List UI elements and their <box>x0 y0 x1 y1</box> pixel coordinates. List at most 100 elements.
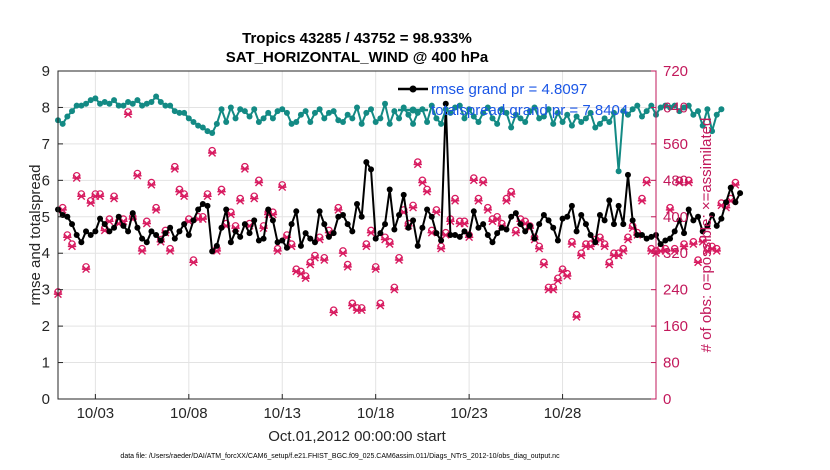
totalspread-point <box>433 115 440 122</box>
rmse-point <box>550 224 557 231</box>
rmse-point <box>526 222 533 229</box>
totalspread-point <box>713 111 720 118</box>
totalspread-point <box>466 106 473 113</box>
assimilated-obs-point <box>478 178 488 187</box>
totalspread-point <box>667 104 674 111</box>
totalspread-point <box>227 104 234 111</box>
totalspread-point <box>330 108 337 115</box>
rmse-point <box>195 206 202 213</box>
totalspread-point <box>438 120 445 127</box>
rmse-point <box>442 100 449 107</box>
assimilated-obs-point <box>142 219 151 228</box>
y-axis-left: 0 1 2 3 4 5 6 7 8 9 <box>42 63 63 408</box>
y-axis-left-label: rmse and totalspread <box>27 165 44 306</box>
totalspread-point <box>92 95 99 102</box>
totalspread-point <box>325 109 332 116</box>
assimilated-obs-point <box>334 206 343 214</box>
totalspread-point <box>405 111 412 118</box>
assimilated-obs-point <box>642 178 651 187</box>
assimilated-obs-point <box>450 196 460 205</box>
totalspread-point <box>503 109 510 116</box>
assimilated-obs-point <box>133 171 142 180</box>
assimilated-obs-point <box>236 196 245 205</box>
y-tick-label-left: 2 <box>42 318 50 335</box>
rmse-point <box>508 213 515 220</box>
assimilated-obs-point <box>432 208 441 217</box>
y-tick-label-right: 560 <box>663 136 688 153</box>
rmse-point <box>269 217 276 224</box>
rmse-point <box>162 230 169 237</box>
y-tick-label-right: 0 <box>663 391 671 408</box>
totalspread-point <box>279 106 286 113</box>
totalspread-point <box>64 113 71 120</box>
totalspread-point <box>209 129 216 136</box>
rmse-point <box>125 228 132 235</box>
rmse-point <box>321 221 328 228</box>
assimilated-obs-point <box>549 285 558 294</box>
rmse-point <box>634 232 641 238</box>
totalspread-point <box>424 119 431 126</box>
assimilated-obs-point <box>147 180 156 189</box>
rmse-point <box>624 171 631 178</box>
assimilated-obs-point <box>170 165 179 173</box>
rmse-point <box>213 242 220 249</box>
rmse-point <box>610 221 617 228</box>
rmse-point <box>274 239 281 246</box>
rmse-point <box>410 217 417 224</box>
rmse-point <box>601 217 608 224</box>
totalspread-point <box>624 111 631 118</box>
assimilated-obs-point <box>670 247 679 255</box>
y-tick-label-right: 160 <box>663 318 688 335</box>
rmse-point <box>83 228 90 235</box>
rmse-point <box>78 239 85 246</box>
rmse-point <box>307 235 314 242</box>
chart-title: Tropics 43285 / 43752 = 98.933% <box>242 30 472 47</box>
rmse-point <box>737 190 744 197</box>
assimilated-obs-point <box>600 242 609 251</box>
totalspread-point <box>241 108 248 115</box>
assimilated-obs-point <box>572 313 581 321</box>
rmse-point <box>638 232 645 238</box>
assimilated-obs-point <box>179 192 189 201</box>
totalspread-point <box>111 97 118 104</box>
assimilated-obs-point <box>390 285 399 294</box>
legend-rmse-label: rmse grand pr = 4.8097 <box>431 81 587 98</box>
rmse-point <box>484 232 491 238</box>
rmse-point <box>405 224 412 231</box>
rmse-point <box>129 210 136 217</box>
rmse-point <box>489 239 496 246</box>
totalspread-point <box>223 119 230 126</box>
totalspread-point <box>213 120 220 127</box>
rmse-point <box>218 224 225 231</box>
assimilated-obs-point <box>362 242 371 251</box>
totalspread-point <box>508 124 515 131</box>
assimilated-obs-point <box>81 265 91 274</box>
assimilated-obs-point <box>306 260 315 269</box>
totalspread-point <box>288 120 295 127</box>
totalspread-point <box>358 120 365 127</box>
rmse-point <box>293 208 300 215</box>
assimilated-obs-point <box>371 265 380 274</box>
totalspread-point <box>185 115 192 122</box>
assimilated-obs-point <box>408 203 418 212</box>
y-tick-label-right: 720 <box>663 63 688 80</box>
assimilated-obs-point <box>123 110 133 119</box>
rmse-point <box>676 217 683 224</box>
x-tick-label: 10/03 <box>77 405 115 422</box>
totalspread-point <box>699 122 706 129</box>
rmse-point <box>531 235 538 242</box>
assimilated-obs-point <box>553 276 563 285</box>
totalspread-point <box>311 109 318 116</box>
x-axis: 10/03 10/08 10/13 10/18 10/23 10/28 <box>77 394 581 422</box>
rmse-point <box>522 228 529 235</box>
totalspread-point <box>59 120 66 127</box>
rmse-point <box>419 224 426 231</box>
totalspread-point <box>498 106 505 113</box>
totalspread-point <box>690 111 697 118</box>
rmse-point <box>657 241 664 248</box>
totalspread-point <box>246 113 253 120</box>
totalspread-point <box>573 113 580 120</box>
totalspread-point <box>452 104 459 111</box>
assimilated-obs-point <box>535 244 544 253</box>
assimilated-obs-point <box>679 242 689 251</box>
